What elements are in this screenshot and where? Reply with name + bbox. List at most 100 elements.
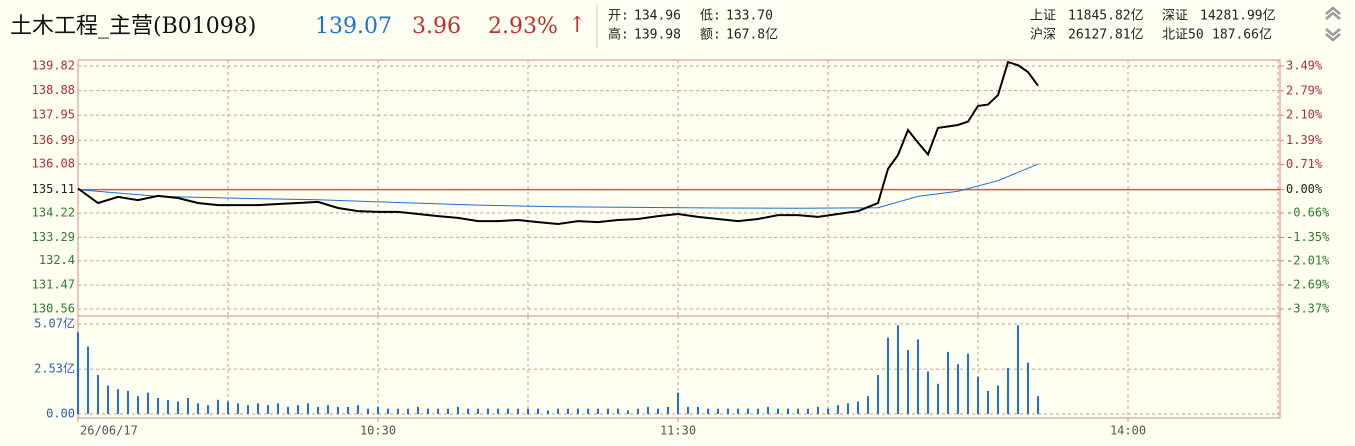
volume-bar — [477, 408, 479, 414]
price: 139.07 — [315, 14, 392, 39]
volume-bar — [607, 408, 609, 414]
volume-bar — [347, 406, 349, 414]
volume-bar — [447, 408, 449, 414]
volume-bar — [787, 408, 789, 414]
volume-bar — [737, 408, 739, 414]
arrow: ↑ — [568, 13, 586, 38]
volume-bar — [87, 346, 89, 414]
volume-bar — [697, 406, 699, 414]
volume-bar — [947, 351, 949, 414]
volume-bar — [127, 390, 129, 414]
y2-tick-label: 3.49% — [1286, 59, 1323, 73]
y2-tick-label: 2.79% — [1286, 83, 1323, 97]
volume-bar — [577, 408, 579, 414]
volume-bar — [1027, 362, 1029, 414]
volume-bar — [247, 405, 249, 414]
volume-bar — [987, 390, 989, 414]
volume-bar — [427, 408, 429, 414]
volume-bar — [407, 408, 409, 414]
y2-tick-label: 1.39% — [1286, 133, 1323, 147]
y-tick-label: 137.95 — [32, 108, 75, 122]
scroll-down[interactable] — [1325, 28, 1341, 42]
change-pct: 2.93% — [488, 14, 558, 39]
volume-bar — [337, 406, 339, 414]
volume-bar — [797, 408, 799, 414]
stat-value: 134.96 — [634, 9, 681, 24]
volume-bar — [137, 396, 139, 414]
volume-bar — [967, 353, 969, 414]
volume-bar — [507, 408, 509, 414]
volume-bar — [1037, 396, 1039, 414]
y2-tick-label: -1.35% — [1286, 230, 1330, 244]
scroll-up[interactable] — [1325, 6, 1341, 20]
volume-bar — [957, 364, 959, 414]
volume-bar — [537, 408, 539, 414]
volume-bar — [307, 403, 309, 414]
volume-bar — [727, 408, 729, 414]
y2-tick-label: -0.66% — [1286, 206, 1330, 220]
y-tick-label: 5.07亿 — [34, 316, 75, 331]
volume-bar — [707, 408, 709, 414]
plot-frame — [77, 59, 1281, 419]
volume-bar — [327, 405, 329, 414]
volume-bar — [317, 406, 319, 414]
volume-bar — [117, 389, 119, 414]
volume-bar — [557, 408, 559, 414]
y2-tick-label: 0.00% — [1286, 182, 1323, 196]
y-tick-label: 131.47 — [32, 278, 75, 292]
x-tick-label: 26/06/17 — [80, 424, 138, 438]
volume-bar — [547, 410, 549, 414]
index-value: 14281.99亿 — [1200, 9, 1276, 24]
volume-bar — [927, 371, 929, 414]
x-tick-label: 14:00 — [1110, 424, 1146, 438]
volume-bar — [217, 399, 219, 414]
volume-bar — [527, 408, 529, 414]
y-tick-label: 0.00 — [46, 407, 75, 421]
y2-tick-label: -3.37% — [1286, 302, 1330, 316]
volume-bar — [177, 401, 179, 414]
volume-bar — [267, 405, 269, 414]
volume-bar — [257, 403, 259, 414]
y2-tick-label: -2.69% — [1286, 277, 1330, 291]
stat-value: 167.8亿 — [726, 28, 778, 43]
volume-bar — [487, 408, 489, 414]
volume-bar — [757, 408, 759, 414]
volume-bar — [97, 374, 99, 414]
volume-bar — [597, 408, 599, 414]
y-tick-label: 130.56 — [32, 302, 75, 316]
y-tick-label: 136.99 — [32, 133, 75, 147]
volume-bar — [497, 408, 499, 414]
volume-bar — [587, 408, 589, 414]
volume-bar — [777, 408, 779, 414]
volume-bar — [567, 408, 569, 414]
y2-tick-label: 2.10% — [1286, 108, 1323, 122]
volume-bar — [397, 408, 399, 414]
price-line — [77, 60, 1039, 226]
volume-bar — [197, 403, 199, 414]
y-tick-label: 132.4 — [39, 253, 75, 267]
volume-bar — [767, 406, 769, 414]
volume-bar — [357, 405, 359, 414]
volume-bar — [637, 408, 639, 414]
volume-bar — [647, 406, 649, 414]
volume-bar — [847, 403, 849, 414]
volume-bar — [667, 406, 669, 414]
stat-value: 139.98 — [634, 28, 681, 43]
stat-label: 低: — [700, 9, 721, 24]
index-label: 深证 — [1162, 9, 1188, 24]
volume-bar — [297, 405, 299, 414]
y-tick-label: 138.88 — [32, 83, 75, 97]
y2-tick-label: -2.01% — [1286, 253, 1330, 267]
change: 3.96 — [412, 14, 461, 39]
stat-label: 高: — [608, 27, 629, 43]
volume-bar — [877, 374, 879, 414]
volume-bar — [207, 405, 209, 414]
volume-bar — [807, 408, 809, 414]
volume-bar — [827, 408, 829, 414]
y-tick-label: 2.53亿 — [34, 361, 75, 376]
volume-bar — [187, 398, 189, 414]
volume-bar — [997, 385, 999, 414]
volume-bar — [1007, 367, 1009, 414]
volume-bar — [817, 406, 819, 414]
